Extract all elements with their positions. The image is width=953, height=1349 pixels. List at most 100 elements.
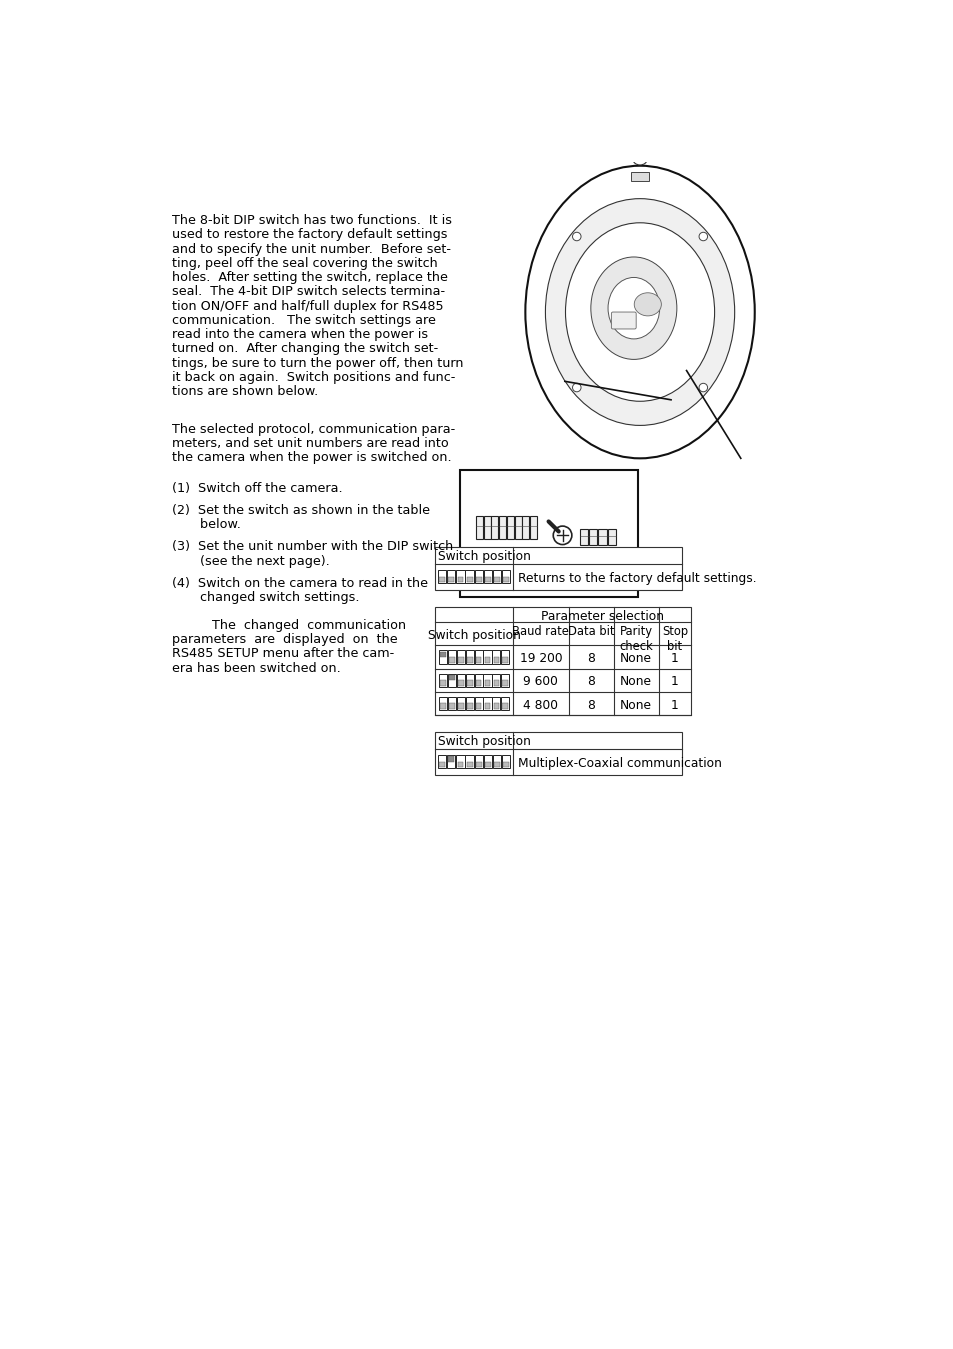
Bar [448, 757, 454, 762]
Bar [447, 755, 455, 768]
Bar [449, 674, 455, 680]
Bar [502, 657, 508, 662]
Bar [439, 703, 445, 708]
Text: tion ON/OFF and half/full duplex for RS485: tion ON/OFF and half/full duplex for RS4… [172, 299, 443, 313]
Bar [438, 650, 447, 664]
Text: Data bit: Data bit [567, 626, 614, 638]
Text: 4 800: 4 800 [523, 699, 558, 711]
Ellipse shape [590, 256, 676, 359]
Ellipse shape [565, 223, 714, 401]
Text: below.: below. [172, 518, 240, 532]
Bar [506, 517, 514, 540]
Text: changed switch settings.: changed switch settings. [172, 591, 359, 604]
Bar [483, 696, 491, 710]
Bar [502, 577, 509, 583]
Text: None: None [619, 699, 652, 711]
Bar [474, 571, 482, 584]
Bar [449, 703, 455, 708]
Bar [466, 703, 472, 708]
Bar [500, 650, 509, 664]
Text: (2)  Set the switch as shown in the table: (2) Set the switch as shown in the table [172, 505, 430, 517]
Bar [447, 650, 456, 664]
Bar [476, 657, 481, 662]
Circle shape [572, 383, 580, 391]
Bar [457, 680, 463, 685]
Bar [456, 673, 464, 687]
Ellipse shape [633, 154, 646, 165]
Bar [476, 517, 482, 540]
Text: The  changed  communication: The changed communication [172, 619, 406, 631]
Bar [498, 517, 505, 540]
Text: communication.   The switch settings are: communication. The switch settings are [172, 314, 436, 326]
Text: 9 600: 9 600 [523, 676, 558, 688]
Bar [457, 577, 463, 583]
Text: (1)  Switch off the camera.: (1) Switch off the camera. [172, 482, 342, 495]
Ellipse shape [607, 278, 659, 339]
Bar [466, 762, 472, 768]
Bar [484, 577, 490, 583]
Text: tings, be sure to turn the power off, then turn: tings, be sure to turn the power off, th… [172, 356, 463, 370]
Text: The 8-bit DIP switch has two functions.  It is: The 8-bit DIP switch has two functions. … [172, 214, 452, 227]
Bar [439, 680, 445, 685]
Ellipse shape [634, 293, 660, 316]
Bar [438, 673, 447, 687]
Circle shape [572, 232, 580, 240]
Text: Returns to the factory default settings.: Returns to the factory default settings. [517, 572, 756, 585]
Text: Switch position: Switch position [437, 550, 530, 563]
Text: 8: 8 [587, 699, 595, 711]
Text: meters, and set unit numbers are read into: meters, and set unit numbers are read in… [172, 437, 448, 449]
Text: tions are shown below.: tions are shown below. [172, 386, 318, 398]
Bar [465, 696, 474, 710]
Text: None: None [619, 653, 652, 665]
Text: turned on.  After changing the switch set-: turned on. After changing the switch set… [172, 343, 437, 355]
Bar [456, 755, 464, 768]
Bar [589, 529, 597, 545]
Ellipse shape [545, 198, 734, 425]
Bar [492, 696, 500, 710]
Bar [493, 657, 498, 662]
Bar [493, 680, 498, 685]
Bar [447, 673, 456, 687]
Ellipse shape [525, 166, 754, 459]
Bar [515, 517, 521, 540]
Text: 1: 1 [670, 676, 679, 688]
Bar [474, 755, 482, 768]
Bar [522, 517, 529, 540]
Bar [494, 762, 499, 768]
Text: (4)  Switch on the camera to read in the: (4) Switch on the camera to read in the [172, 576, 428, 590]
Text: Switch position: Switch position [427, 629, 520, 642]
Text: Parity
check: Parity check [618, 626, 653, 653]
Bar [438, 577, 445, 583]
Bar [456, 696, 464, 710]
Bar [465, 673, 474, 687]
Bar [502, 762, 509, 768]
Text: Baud rate: Baud rate [512, 626, 569, 638]
Bar [435, 546, 681, 590]
Bar [438, 696, 447, 710]
Bar [483, 755, 492, 768]
Bar [435, 731, 681, 774]
Bar [494, 577, 499, 583]
Bar [500, 696, 509, 710]
Bar [491, 517, 497, 540]
Bar [484, 657, 490, 662]
Text: and to specify the unit number.  Before set-: and to specify the unit number. Before s… [172, 243, 451, 256]
Bar [476, 577, 481, 583]
Bar [476, 703, 481, 708]
Bar [457, 703, 463, 708]
Bar [465, 755, 474, 768]
Bar [502, 703, 508, 708]
Bar [456, 650, 464, 664]
Bar [457, 657, 463, 662]
Text: 1: 1 [670, 699, 679, 711]
Bar [492, 650, 500, 664]
Bar [579, 529, 587, 545]
Bar [607, 529, 616, 545]
Bar [459, 469, 638, 596]
Bar [465, 571, 474, 584]
Text: None: None [619, 676, 652, 688]
Text: ting, peel off the seal covering the switch: ting, peel off the seal covering the swi… [172, 256, 437, 270]
Bar [466, 657, 472, 662]
Text: RS485 SETUP menu after the cam-: RS485 SETUP menu after the cam- [172, 648, 394, 661]
Text: The selected protocol, communication para-: The selected protocol, communication par… [172, 422, 455, 436]
